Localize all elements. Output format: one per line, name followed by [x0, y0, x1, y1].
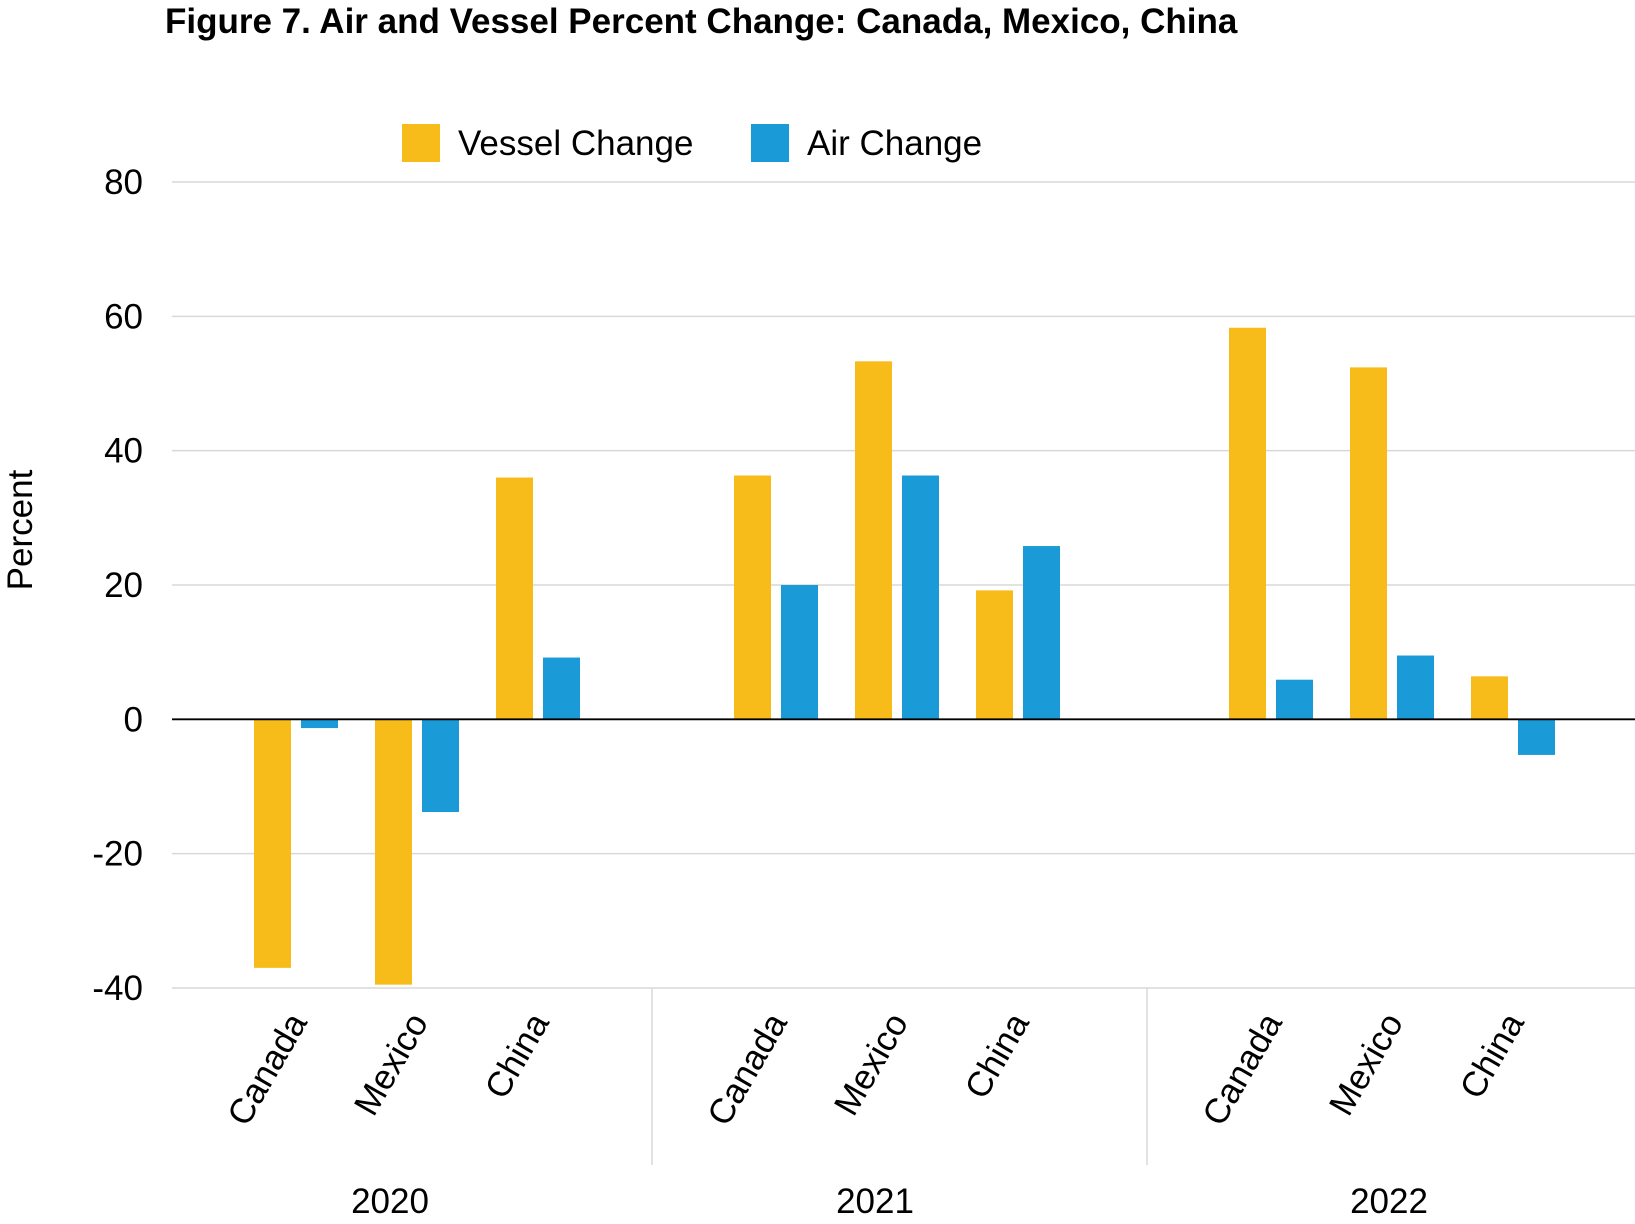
- x-group-label: 2020: [351, 1182, 429, 1221]
- legend: Vessel Change Air Change: [402, 124, 982, 163]
- bar-air-change: [1276, 679, 1313, 720]
- bar-vessel-change: [1350, 367, 1387, 720]
- chart-title: Figure 7. Air and Vessel Percent Change:…: [165, 2, 1238, 41]
- bar-air-change: [902, 475, 939, 720]
- bar-vessel-change: [855, 361, 892, 720]
- bar-vessel-change: [254, 719, 291, 968]
- bar-vessel-change: [375, 719, 412, 985]
- x-group-label: 2022: [1350, 1182, 1428, 1221]
- y-tick-label: 20: [104, 566, 143, 605]
- x-group-label: 2021: [836, 1182, 914, 1221]
- legend-label: Vessel Change: [458, 124, 693, 163]
- y-tick-label: -40: [92, 969, 143, 1008]
- x-category-label: China: [1452, 1006, 1532, 1105]
- bar-vessel-change: [734, 475, 771, 720]
- x-category-label: Canada: [700, 1006, 795, 1132]
- bar-air-change: [301, 719, 338, 729]
- x-category-label: China: [957, 1006, 1037, 1105]
- bar-air-change: [543, 657, 580, 720]
- x-category-label: Canada: [1195, 1006, 1290, 1132]
- bar-air-change: [1023, 546, 1060, 720]
- legend-swatch: [402, 124, 440, 162]
- bar-vessel-change: [1471, 676, 1508, 720]
- y-tick-label: 0: [124, 700, 143, 739]
- bar-air-change: [1397, 655, 1434, 720]
- bar-air-change: [781, 585, 818, 720]
- y-tick-label: 60: [104, 297, 143, 336]
- bar-air-change: [1518, 719, 1555, 755]
- bar-vessel-change: [976, 590, 1013, 720]
- x-category-label: Mexico: [827, 1007, 916, 1123]
- legend-swatch: [751, 124, 789, 162]
- y-tick-label: 40: [104, 432, 143, 471]
- x-category-label: Mexico: [347, 1007, 436, 1123]
- x-category-label: Mexico: [1322, 1007, 1411, 1123]
- x-category-label: Canada: [220, 1006, 315, 1132]
- y-axis-title: Percent: [1, 469, 40, 590]
- legend-label: Air Change: [807, 124, 982, 163]
- bar-vessel-change: [496, 477, 533, 720]
- bars: [254, 327, 1555, 985]
- y-tick-label: 80: [104, 163, 143, 202]
- y-tick-label: -20: [92, 835, 143, 874]
- bar-air-change: [422, 719, 459, 813]
- x-category-label: China: [477, 1006, 557, 1105]
- bar-vessel-change: [1229, 327, 1266, 720]
